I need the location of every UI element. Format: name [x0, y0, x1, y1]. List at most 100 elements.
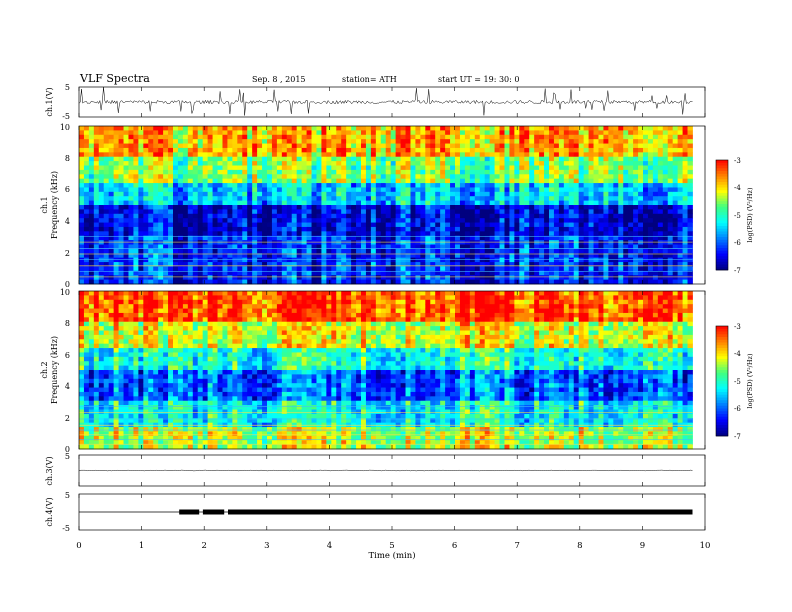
spectrogram-cell	[405, 152, 411, 158]
spectrogram-cell	[252, 187, 258, 193]
spectrogram-cell	[672, 200, 679, 206]
spectrogram-cell	[79, 178, 85, 184]
spectrogram-cell	[331, 161, 337, 166]
spectrogram-cell	[267, 169, 273, 175]
spectrogram-cell	[405, 275, 411, 281]
spectrogram-cell	[123, 253, 129, 259]
spectrogram-cell	[385, 266, 392, 272]
spectrogram-cell	[494, 244, 500, 250]
spectrogram-cell	[504, 200, 510, 206]
spectrogram-cell	[79, 253, 85, 259]
spectrogram-cell	[568, 156, 575, 162]
spectrogram-cell	[687, 205, 693, 210]
spectrogram-cell	[128, 161, 134, 166]
spectrogram-cell	[375, 226, 382, 232]
spectrogram-cell	[504, 270, 510, 276]
spectrogram-cell	[296, 248, 303, 254]
spectrogram-cell	[103, 343, 110, 349]
spectrogram-cell	[563, 279, 570, 285]
spectrogram-cell	[79, 321, 85, 327]
spectrogram-cell	[524, 253, 530, 259]
spectrogram-cell	[687, 165, 693, 171]
spectrogram-cell	[237, 279, 243, 285]
spectrogram-cell	[390, 231, 397, 237]
spectrogram-cell	[286, 226, 293, 232]
spectrogram-cell	[365, 196, 372, 202]
spectrogram-cell	[257, 165, 263, 171]
spectrogram-cell	[618, 169, 624, 175]
spectrogram-cell	[202, 226, 209, 232]
spectrogram-cell	[232, 266, 238, 272]
spectrogram-cell	[93, 431, 100, 437]
spectrogram-cell	[133, 213, 139, 219]
spectrogram-cell	[598, 218, 604, 223]
spectrogram-cell	[578, 169, 585, 175]
spectrogram-cell	[425, 134, 431, 140]
spectrogram-cell	[365, 200, 372, 206]
spectrogram-cell	[346, 126, 352, 131]
spectrogram-cell	[197, 262, 204, 267]
spectrogram-cell	[351, 126, 357, 131]
spectrogram-cell	[484, 126, 491, 131]
spectrogram-cell	[464, 205, 471, 210]
spectrogram-cell	[192, 205, 199, 210]
spectrogram-cell	[588, 270, 594, 276]
spectrogram-cell	[558, 152, 565, 158]
spectrogram-cell	[351, 262, 357, 267]
spectrogram-cell	[623, 130, 629, 136]
spectrogram-cell	[173, 191, 179, 197]
spectrogram-cell	[217, 279, 223, 285]
spectrogram-cell	[593, 248, 599, 254]
spectrogram-cell	[356, 134, 362, 140]
spectrogram-cell	[380, 169, 387, 175]
spectrogram-cell	[400, 209, 406, 215]
spectrogram-cell	[271, 152, 278, 158]
spectrogram-cell	[118, 317, 124, 323]
spectrogram-cell	[662, 257, 669, 263]
spectrogram-cell	[415, 152, 421, 158]
colorbar-swatch	[716, 184, 728, 188]
spectrogram-cell	[83, 262, 90, 267]
spectrogram-cell	[647, 196, 654, 202]
spectrogram-cell	[435, 152, 441, 158]
spectrogram-cell	[529, 235, 535, 241]
spectrogram-cell	[222, 139, 228, 144]
spectrogram-cell	[672, 262, 679, 267]
spectrogram-cell	[553, 183, 560, 188]
spectrogram-cell	[420, 257, 426, 263]
start-time-label: start UT = 19: 30: 0	[438, 75, 519, 84]
spectrogram-cell	[643, 174, 649, 180]
spectrogram-cell	[529, 222, 535, 228]
spectrogram-cell	[677, 139, 683, 144]
spectrogram-cell	[623, 152, 629, 158]
spectrogram-cell	[499, 270, 505, 276]
spectrogram-cell	[361, 126, 367, 131]
spectrogram-cell	[405, 213, 411, 219]
spectrogram-cell	[524, 235, 530, 241]
spectrogram-cell	[558, 257, 565, 263]
spectrogram-cell	[276, 226, 283, 232]
spectrogram-cell	[133, 356, 139, 362]
spectrogram-cell	[163, 126, 169, 131]
spectrogram-cell	[212, 178, 218, 184]
spectrogram-cell	[638, 191, 644, 197]
spectrogram-cell	[479, 244, 486, 250]
spectrogram-cell	[311, 130, 317, 136]
spectrogram-cell	[628, 257, 634, 263]
spectrogram-cell	[262, 257, 268, 263]
spectrogram-cell	[618, 275, 624, 281]
spectrogram-cell	[351, 183, 357, 188]
spectrogram-cell	[88, 257, 95, 263]
spectrogram-cell	[252, 178, 258, 184]
spectrogram-cell	[633, 156, 639, 162]
spectrogram-cell	[291, 183, 298, 188]
spectrogram-cell	[88, 244, 95, 250]
spectrogram-cell	[677, 222, 683, 228]
spectrogram-cell	[558, 218, 565, 223]
spectrogram-cell	[262, 161, 268, 166]
spectrogram-cell	[514, 169, 520, 175]
spectrogram-cell	[553, 134, 560, 140]
spectrogram-cell	[128, 139, 134, 144]
spectrogram-cell	[450, 279, 456, 285]
spectrogram-cell	[385, 161, 392, 166]
